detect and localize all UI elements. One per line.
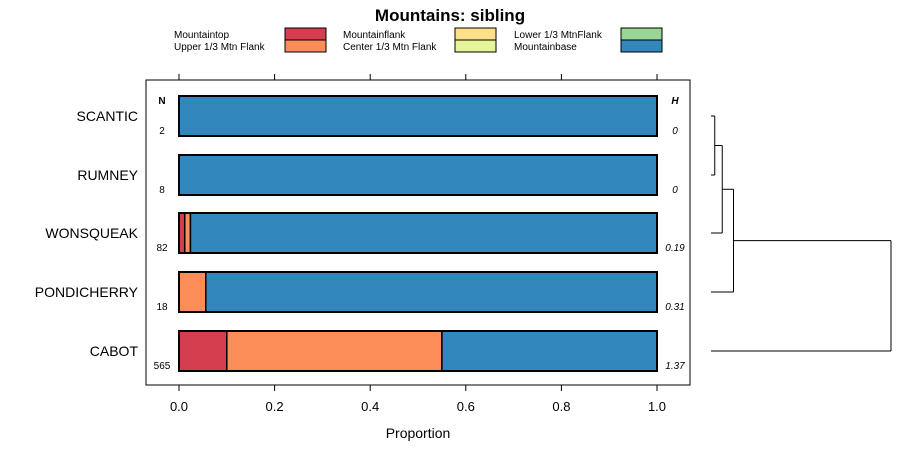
x-tick-label: 0.6	[457, 399, 475, 414]
category-label: SCANTIC	[77, 108, 138, 124]
legend-label: Lower 1/3 MtnFlank	[514, 30, 603, 41]
category-label: CABOT	[90, 343, 139, 359]
bar-outline	[178, 95, 658, 137]
n-value: 8	[159, 185, 165, 196]
legend-swatch	[620, 39, 663, 53]
legend-label: Center 1/3 Mtn Flank	[343, 42, 437, 53]
x-axis: 0.0 0.2 0.4 0.6 0.8 1.0	[170, 74, 666, 414]
legend-label: Mountainflank	[343, 30, 406, 41]
legend-label: Mountaintop	[174, 30, 229, 41]
h-value: 0	[672, 185, 678, 196]
h-value: 0.31	[665, 302, 684, 313]
n-value: 565	[154, 361, 171, 372]
legend-label: Mountainbase	[514, 42, 577, 53]
bar-outline	[178, 330, 658, 372]
legend-swatch	[454, 39, 497, 53]
legend-label: Upper 1/3 Mtn Flank	[174, 42, 266, 53]
n-value: 82	[156, 243, 168, 254]
bar-segment	[189, 212, 658, 254]
n-value: 18	[156, 302, 168, 313]
chart-title: Mountains: sibling	[375, 6, 525, 25]
x-tick-label: 0.0	[170, 399, 188, 414]
legend-swatch	[620, 27, 663, 41]
x-tick-label: 0.4	[361, 399, 379, 414]
n-column-header: N	[158, 96, 165, 107]
bar-segment	[178, 154, 658, 196]
category-label: PONDICHERRY	[35, 284, 139, 300]
x-tick-label: 1.0	[648, 399, 666, 414]
row-annotations: SCANTIC 2 0 RUMNEY 8 0 WONSQUEAK 82 0.19 PONDICHE…	[35, 108, 685, 372]
legend-swatch	[454, 27, 497, 41]
bar-outline	[178, 154, 658, 196]
bar-segment	[226, 330, 443, 372]
bar-outline	[178, 271, 658, 313]
legend-swatch	[284, 39, 327, 53]
bar-segment	[178, 330, 228, 372]
x-tick-label: 0.2	[266, 399, 284, 414]
bar-outline	[178, 212, 658, 254]
bar-segment	[441, 330, 658, 372]
h-value: 1.37	[665, 361, 685, 372]
legend-swatch	[284, 27, 327, 41]
x-axis-label: Proportion	[386, 425, 451, 441]
h-column-header: H	[671, 96, 679, 107]
plot-frame	[145, 79, 691, 386]
category-label: WONSQUEAK	[45, 225, 138, 241]
n-value: 2	[159, 126, 165, 137]
dendrogram	[711, 115, 892, 352]
bar-segment	[205, 271, 658, 313]
h-value: 0	[672, 126, 678, 137]
bars	[178, 95, 658, 372]
category-label: RUMNEY	[77, 167, 138, 183]
bar-segment	[178, 95, 658, 137]
x-tick-label: 0.8	[552, 399, 570, 414]
h-value: 0.19	[665, 243, 685, 254]
bar-segment	[183, 212, 192, 254]
bar-segment	[178, 271, 207, 313]
